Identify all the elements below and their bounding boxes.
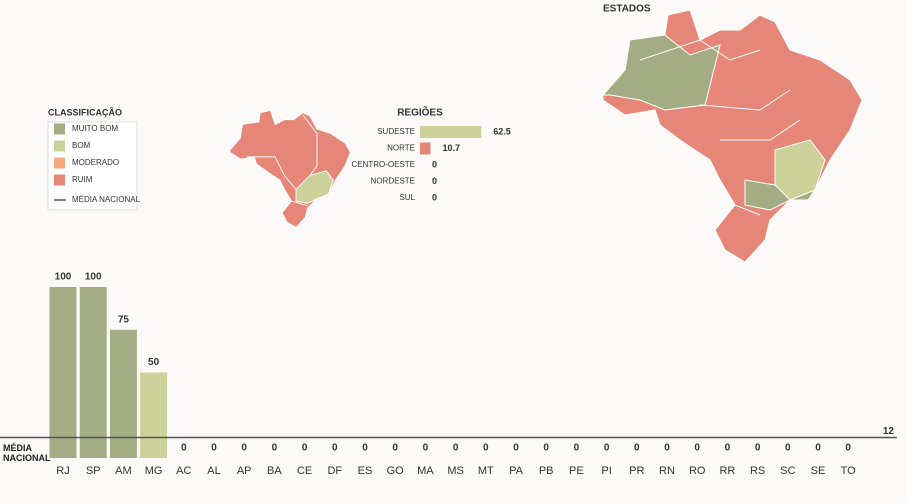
x-tick-label: DF [327, 465, 342, 477]
value-label: 0 [483, 443, 489, 454]
legend-swatch [54, 174, 65, 186]
map-base [229, 109, 351, 228]
map-title: ESTADOS [603, 4, 651, 15]
x-tick-label: PB [539, 465, 554, 477]
value-label: 0 [432, 176, 437, 186]
value-label: 10.7 [442, 143, 460, 153]
x-tick-label: AL [207, 465, 220, 477]
region-sudeste [295, 170, 334, 204]
value-label: 0 [392, 443, 398, 454]
x-tick-label: GO [387, 465, 405, 477]
x-tick-label: SP [86, 465, 101, 477]
x-tick-label: MA [417, 465, 434, 477]
chart-title: REGIÕES [397, 106, 443, 119]
value-label: 0 [664, 443, 670, 454]
bar [140, 372, 168, 458]
x-tick-label: CE [297, 465, 312, 477]
value-label: 0 [423, 443, 429, 454]
value-label: 0 [725, 443, 731, 454]
legend-title: CLASSIFICAÇÃO [48, 107, 122, 117]
x-tick-label: TO [841, 465, 857, 477]
value-label: 0 [845, 443, 851, 454]
value-label: 0 [574, 443, 580, 454]
value-label: 62.5 [493, 126, 511, 136]
legend-swatch [54, 157, 65, 169]
region-borders [247, 114, 318, 207]
value-label: 0 [513, 443, 519, 454]
value-label: 0 [241, 443, 247, 454]
value-label: 50 [148, 357, 160, 368]
legend-swatch [54, 140, 65, 152]
x-tick-label: RN [659, 465, 675, 477]
x-tick-label: ES [358, 465, 373, 477]
reference-label: MÉDIA NACIONAL [3, 443, 51, 463]
x-tick-label: RS [750, 465, 765, 477]
value-label: 0 [694, 443, 700, 454]
state-sp [744, 179, 791, 211]
x-tick-label: MG [145, 465, 163, 477]
x-tick-label: PR [629, 465, 644, 477]
x-tick-label: RR [719, 465, 735, 477]
value-label: 0 [755, 443, 761, 454]
x-tick-label: SE [811, 465, 826, 477]
legend-label: MUITO BOM [72, 124, 118, 133]
states-map [601, 9, 863, 263]
x-tick-label: SC [780, 465, 795, 477]
legend-label: MÉDIA NACIONAL [72, 195, 141, 204]
value-label: 75 [118, 314, 130, 325]
bar [420, 126, 482, 138]
legend-label: MODERADO [72, 158, 119, 167]
legend-label: BOM [72, 141, 91, 150]
legend-label: RUIM [72, 175, 93, 184]
value-label: 0 [785, 443, 791, 454]
bar [420, 142, 431, 155]
category-label: SUDESTE [377, 127, 415, 136]
x-tick-label: PE [569, 465, 584, 477]
x-tick-label: AC [176, 465, 191, 477]
value-label: 0 [302, 443, 308, 454]
category-label: CENTRO-OESTE [351, 160, 415, 169]
value-label: 0 [453, 443, 459, 454]
state-rj [789, 188, 817, 201]
x-tick-label: AP [237, 465, 252, 477]
reference-value: 12 [883, 426, 895, 437]
x-tick-label: AM [115, 465, 132, 477]
state-borders [639, 39, 801, 216]
value-label: 0 [181, 443, 187, 454]
value-label: 0 [543, 443, 549, 454]
value-label: 0 [604, 443, 610, 454]
x-tick-label: PA [509, 465, 524, 477]
value-label: 100 [85, 272, 102, 283]
x-tick-label: RJ [56, 465, 69, 477]
value-label: 0 [362, 443, 368, 454]
value-label: 0 [432, 192, 437, 202]
x-tick-label: PI [601, 465, 611, 477]
x-tick-label: MT [478, 465, 494, 477]
category-label: NORTE [387, 144, 415, 153]
state-am [601, 34, 721, 111]
legend-swatch [54, 123, 65, 135]
category-label: SUL [399, 193, 415, 202]
value-label: 0 [432, 159, 437, 169]
bar [109, 329, 137, 458]
legend: CLASSIFICAÇÃO MÉDIA NACIONAL [47, 107, 141, 211]
x-tick-label: MS [447, 465, 464, 477]
bar [79, 287, 107, 458]
x-tick-label: RO [689, 465, 706, 477]
value-label: 0 [815, 443, 821, 454]
value-label: 0 [272, 443, 278, 454]
value-label: 0 [332, 443, 338, 454]
value-label: 0 [211, 443, 217, 454]
value-label: 100 [55, 272, 72, 283]
bar [49, 287, 77, 458]
x-tick-label: BA [267, 465, 282, 477]
category-label: NORDESTE [371, 177, 415, 186]
value-label: 0 [634, 443, 640, 454]
regions-map [229, 109, 351, 228]
